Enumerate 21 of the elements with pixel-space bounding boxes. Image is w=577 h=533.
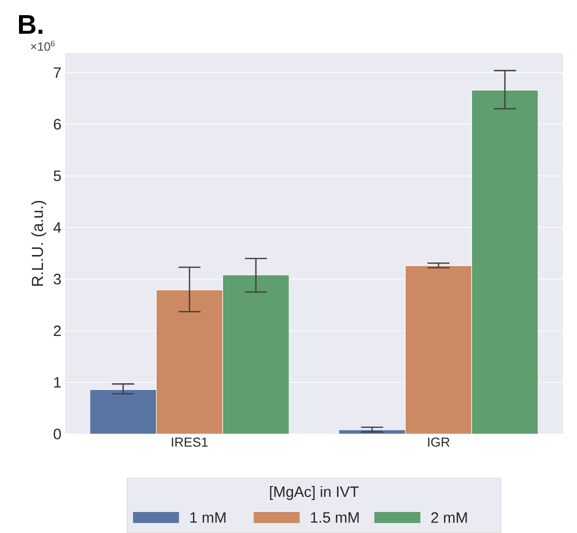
y-tick-label: 2 <box>54 326 61 336</box>
bar <box>90 389 157 434</box>
y-axis-title: R.L.U. (a.u.) <box>31 200 46 286</box>
y-tick-label: 1 <box>54 377 61 388</box>
y-tick-label: 5 <box>54 170 61 182</box>
bar <box>405 265 472 434</box>
y-tick-label: 6 <box>54 118 61 130</box>
y-tick-label: 0 <box>54 428 61 440</box>
legend-title: [MgAc] in IVT <box>270 486 359 500</box>
bar <box>338 430 406 434</box>
legend-label: 1.5 mM <box>311 512 359 523</box>
y-tick-label: 3 <box>54 274 61 284</box>
y-tick-label: 7 <box>54 67 61 78</box>
bar <box>156 290 224 434</box>
y-tick-label: 4 <box>53 222 62 233</box>
legend-label: 2 mM <box>431 512 467 523</box>
legend-label: 1 mM <box>190 512 226 523</box>
x-tick-label: IGR <box>428 438 450 447</box>
text: ×10$^{6}$ <box>31 40 55 51</box>
x-tick-label: IRES1 <box>172 438 208 447</box>
chart-title: B. <box>19 15 42 34</box>
